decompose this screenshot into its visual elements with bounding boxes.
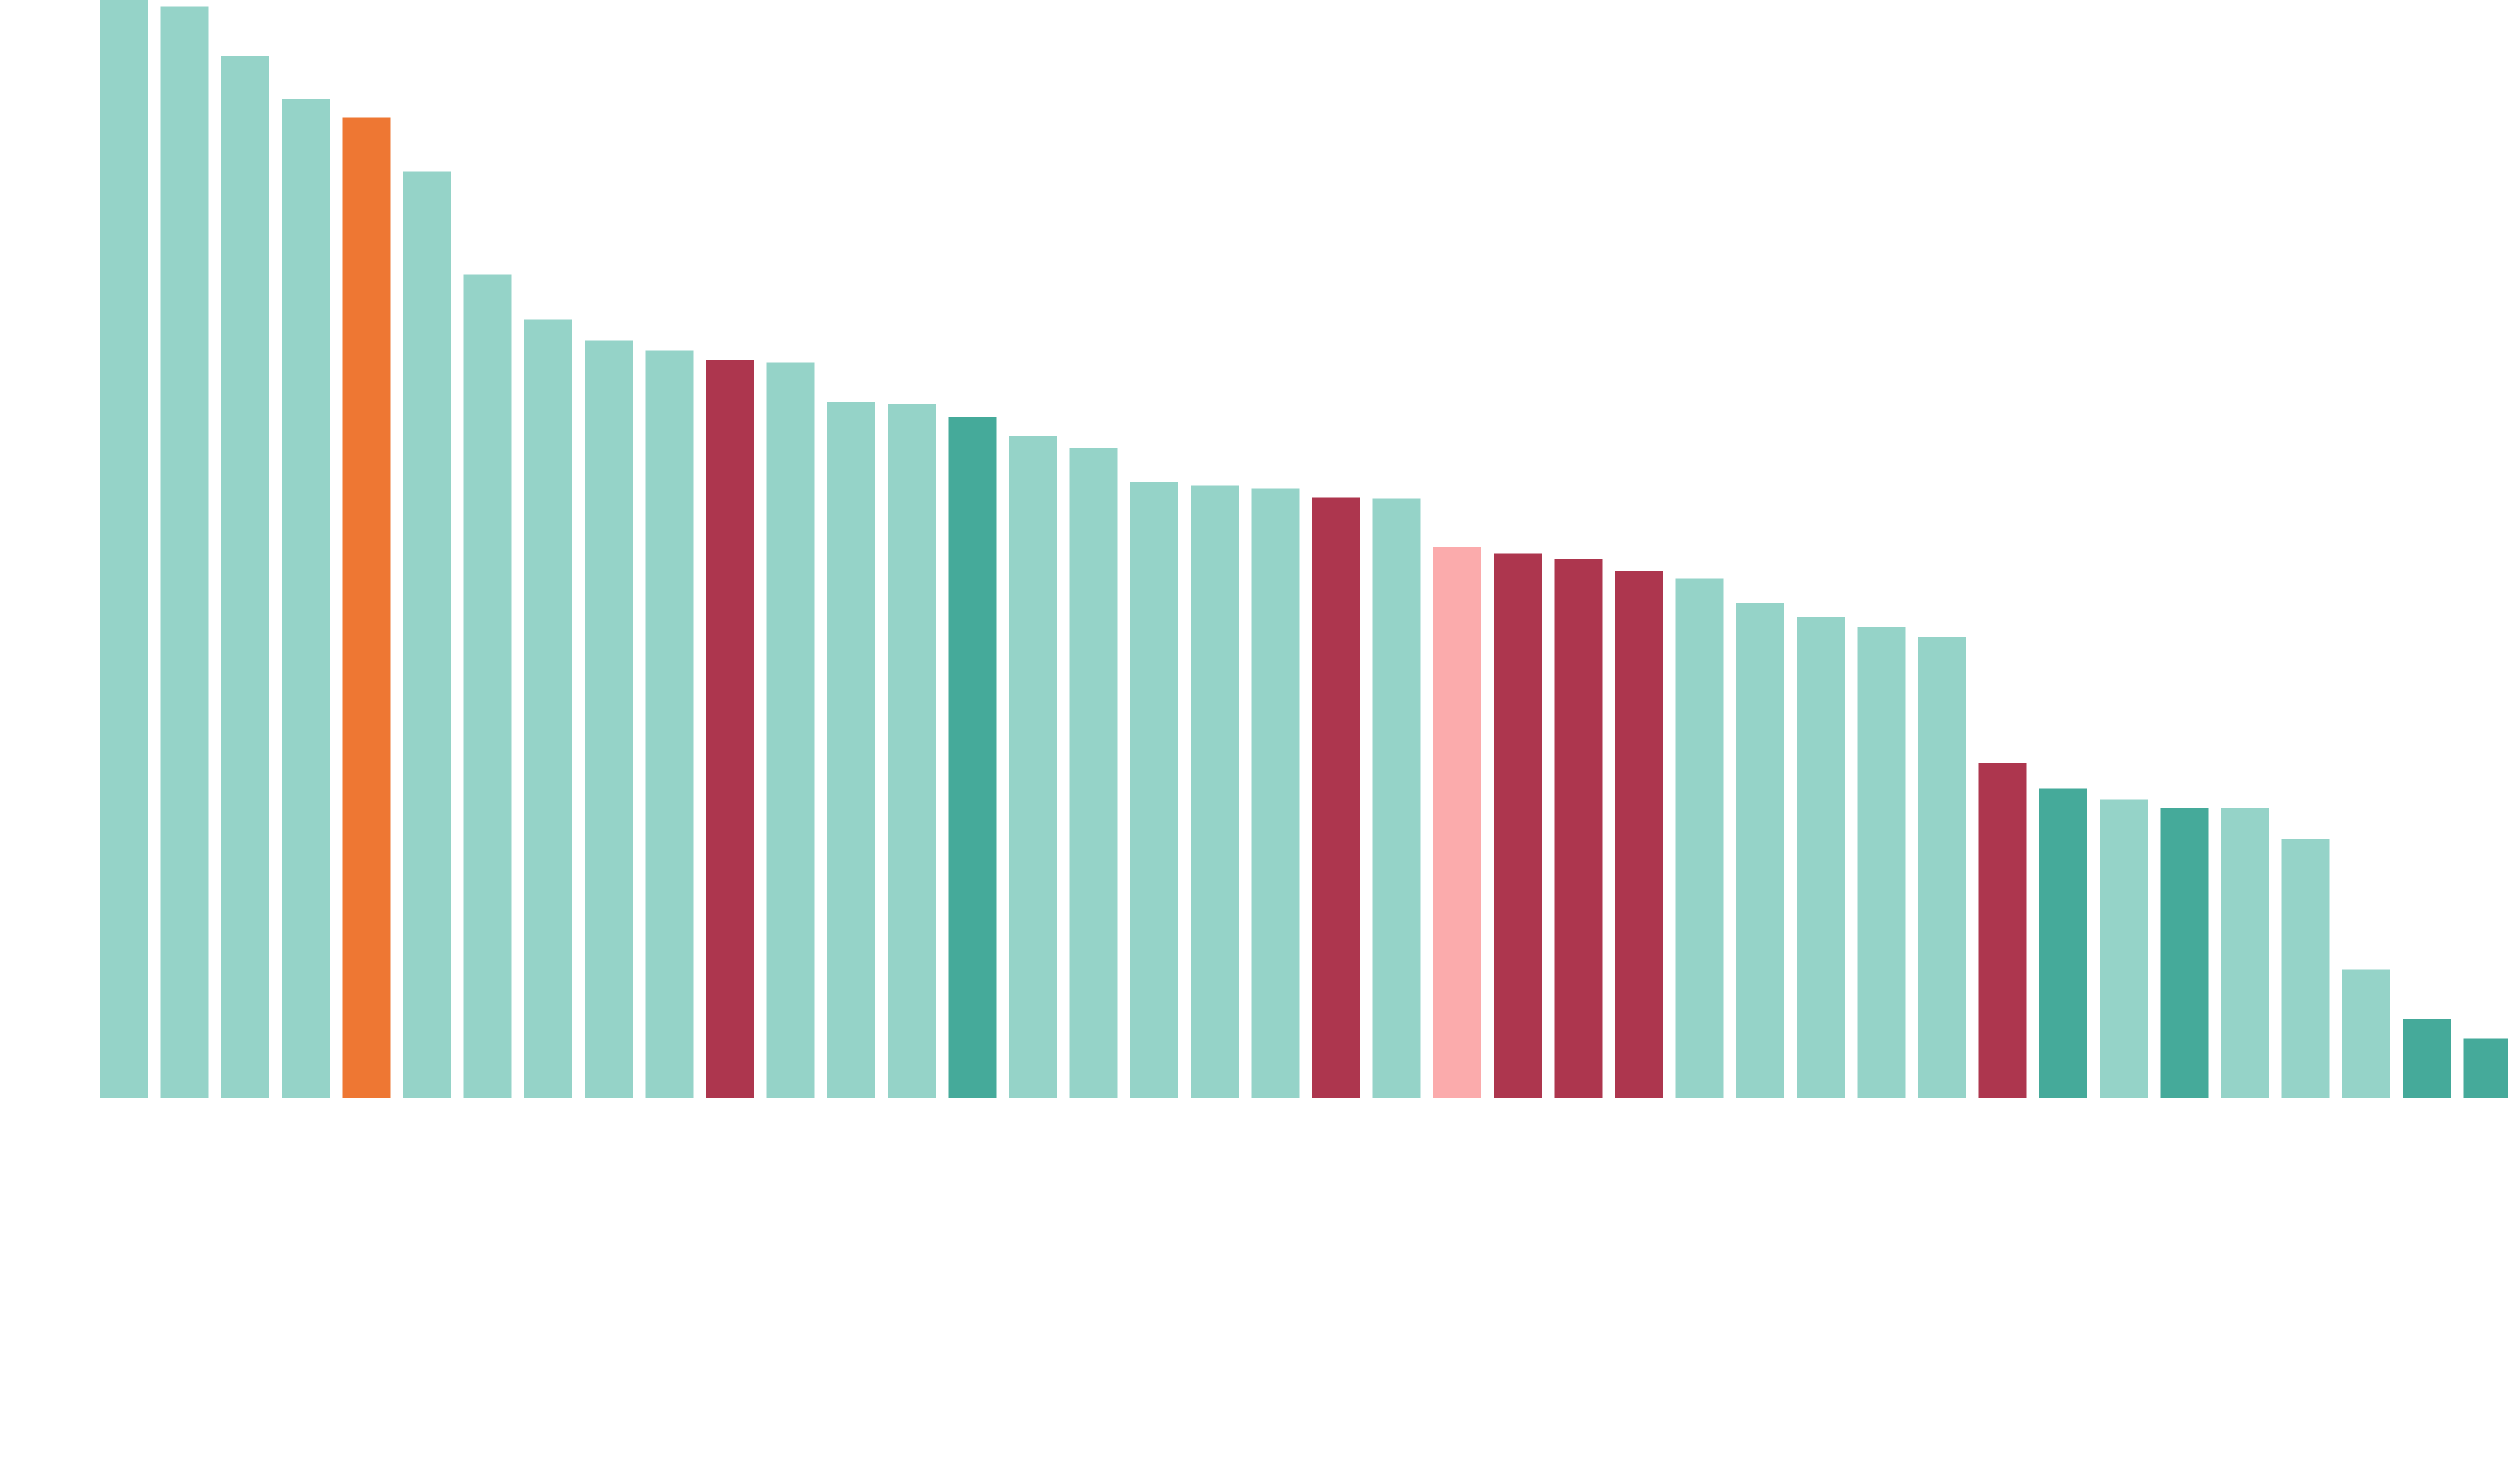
bar-15 bbox=[948, 417, 997, 1098]
bar-32 bbox=[1978, 763, 2027, 1098]
bar-14 bbox=[887, 404, 936, 1099]
bar-16 bbox=[1009, 435, 1057, 1098]
bar-39 bbox=[2402, 1018, 2451, 1098]
bar-4 bbox=[281, 98, 330, 1099]
bar-27 bbox=[1675, 578, 1724, 1098]
bar-12 bbox=[766, 362, 815, 1098]
bar-25 bbox=[1554, 558, 1603, 1098]
bar-29 bbox=[1796, 617, 1845, 1098]
bar-1 bbox=[100, 0, 148, 1098]
bar-37 bbox=[2281, 838, 2330, 1098]
bar-35 bbox=[2160, 808, 2209, 1098]
bar-36 bbox=[2221, 808, 2269, 1098]
bar-30 bbox=[1857, 627, 1906, 1098]
bar-33 bbox=[2039, 788, 2088, 1098]
bar-18 bbox=[1130, 482, 1179, 1098]
bar-13 bbox=[827, 401, 876, 1098]
bar-6 bbox=[403, 171, 451, 1099]
bar-5 bbox=[342, 117, 391, 1098]
bar-34 bbox=[2099, 799, 2148, 1098]
bar-20 bbox=[1251, 488, 1300, 1099]
bar-3 bbox=[221, 56, 270, 1098]
bar-22 bbox=[1372, 498, 1421, 1098]
bar-19 bbox=[1190, 485, 1239, 1098]
bar-24 bbox=[1493, 553, 1542, 1098]
bar-10 bbox=[645, 350, 694, 1098]
bar-9 bbox=[584, 340, 633, 1098]
bar-26 bbox=[1615, 571, 1663, 1098]
bar-38 bbox=[2342, 969, 2391, 1098]
bar-31 bbox=[1918, 636, 1966, 1098]
bar-21 bbox=[1312, 497, 1360, 1098]
bar-23 bbox=[1433, 546, 1482, 1098]
bar-40 bbox=[2463, 1038, 2508, 1098]
bars-group bbox=[100, 0, 2508, 1099]
bar-2 bbox=[160, 6, 209, 1099]
bar-11 bbox=[706, 360, 754, 1099]
bar-8 bbox=[524, 319, 573, 1098]
bar-7 bbox=[463, 274, 512, 1098]
bar-28 bbox=[1736, 602, 1785, 1098]
bar-17 bbox=[1069, 448, 1118, 1098]
